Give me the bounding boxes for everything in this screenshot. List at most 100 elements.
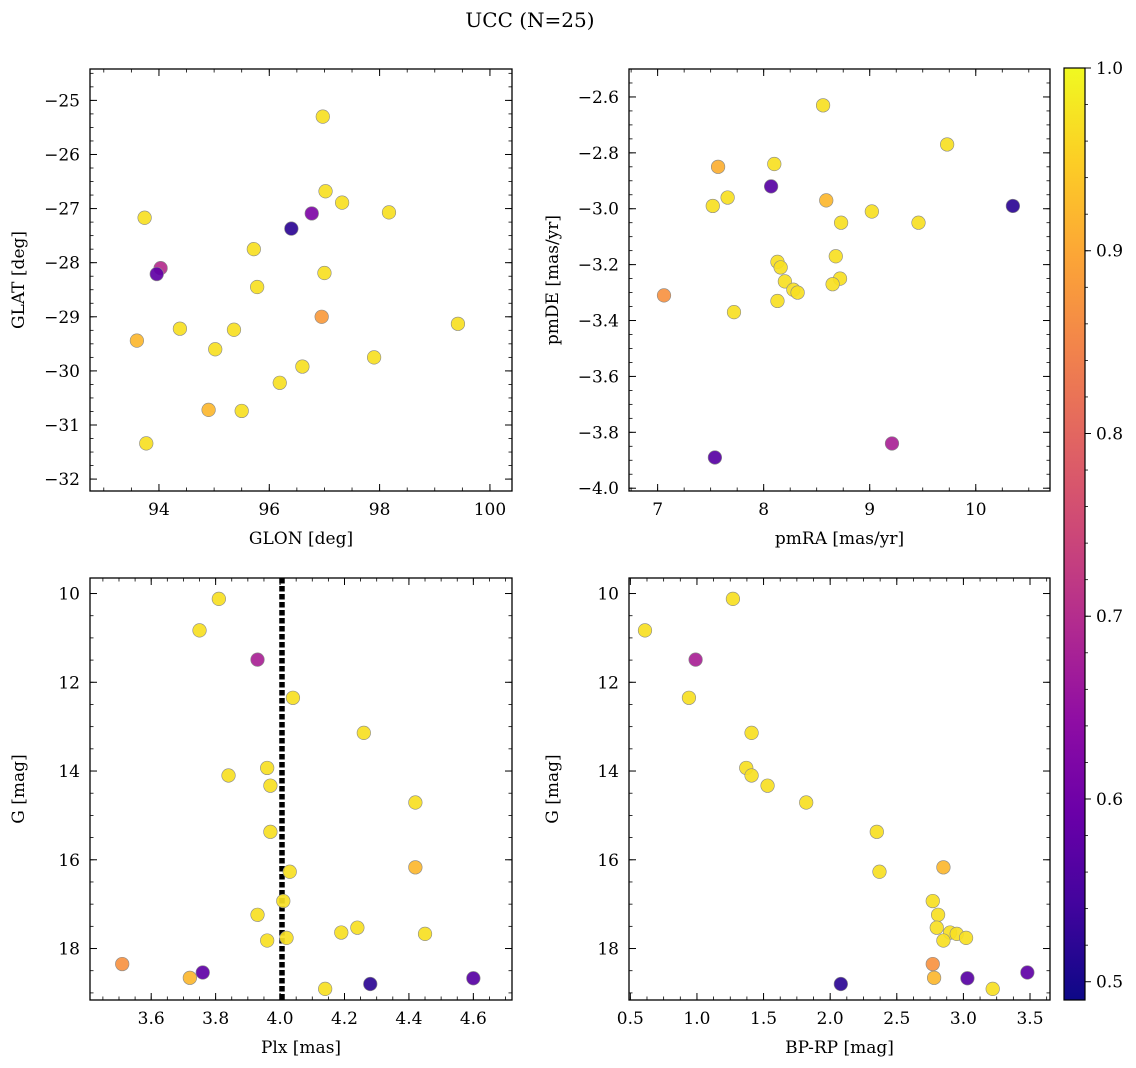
scatter-point [276, 893, 291, 909]
scatter-point [864, 204, 879, 219]
y-tick-label: −26 [44, 145, 80, 165]
scatter-point [246, 242, 261, 257]
x-tick-label: 4.2 [331, 1009, 358, 1029]
y-axis-label: G [mag] [9, 754, 29, 823]
y-tick-label: −3.4 [578, 312, 619, 332]
panel-2: 7 8 9 10 −2.6 −2.8 −3.0 −3.2 −3.4 −3.6 −3.8 −4.0 pmR… [543, 68, 1051, 549]
colorbar-tick-label: 0.7 [1096, 607, 1123, 627]
scatter-point [139, 436, 154, 451]
scatter-point [260, 760, 275, 776]
scatter-point [929, 920, 944, 935]
figure-title: UCC (N=25) [465, 8, 594, 32]
y-tick-label: 12 [597, 673, 619, 693]
scatter-point [726, 305, 742, 320]
scatter-point [263, 778, 278, 793]
scatter-point [1005, 198, 1020, 214]
scatter-point [195, 965, 210, 980]
scatter-point [211, 591, 226, 606]
x-tick-label: 3.0 [950, 1009, 977, 1029]
scatter-point [833, 976, 848, 992]
scatter-point [637, 623, 653, 638]
scatter-point [137, 210, 152, 225]
scatter-point [930, 907, 946, 922]
x-tick-label: 2.0 [817, 1009, 844, 1029]
scatter-point [226, 322, 242, 337]
scatter-point [960, 971, 975, 986]
scatter-point [681, 690, 697, 705]
colorbar-tick-label: 1.0 [1096, 59, 1123, 79]
y-tick-label: −27 [44, 200, 80, 220]
x-tick-label: 1.5 [750, 1009, 777, 1029]
scatter-point [777, 274, 792, 289]
scatter-point [260, 933, 275, 948]
scatter-point [317, 265, 332, 281]
y-tick-label: −32 [44, 470, 80, 490]
scatter-point [872, 864, 887, 879]
x-tick-label: 2.5 [883, 1009, 910, 1029]
scatter-point [129, 333, 144, 348]
scatter-point [884, 436, 900, 451]
x-tick-label: 3.5 [1016, 1009, 1043, 1029]
x-tick-label: 0.5 [617, 1009, 644, 1029]
y-tick-label: 16 [597, 851, 619, 871]
scatter-point [318, 184, 333, 199]
scatter-point [466, 971, 481, 986]
y-tick-label: −29 [44, 308, 80, 328]
scatter-point [725, 591, 741, 606]
scatter-point [985, 981, 1000, 997]
scatter-point [279, 930, 294, 945]
scatter-point [767, 156, 782, 172]
scatter-point [926, 970, 942, 985]
x-tick-label: 96 [258, 500, 280, 520]
scatter-point [450, 316, 466, 331]
scatter-point [408, 860, 423, 875]
colorbar-tick-label: 0.5 [1096, 973, 1123, 993]
scatter-point [295, 359, 310, 374]
scatter-point [318, 981, 333, 997]
x-tick-label: 100 [474, 500, 506, 520]
scatter-point [707, 450, 722, 465]
scatter-point [234, 403, 249, 419]
scatter-point [958, 930, 974, 945]
x-tick-label: 10 [965, 500, 987, 520]
x-tick-label: 4.0 [267, 1009, 294, 1029]
scatter-point [366, 350, 382, 365]
panel-1: 94 96 98 100 −25 −26 −27 −28 −29 −30 −31 −32 GLON [d… [9, 68, 513, 549]
y-tick-label: −3.2 [578, 256, 619, 276]
y-tick-label: −2.8 [578, 144, 619, 164]
panel-4: 0.5 1.0 1.5 2.0 2.5 3.0 3.5 10 12 14 16 18 BP-RP [ma… [543, 577, 1051, 1058]
colorbar-tick-label: 0.8 [1096, 424, 1123, 444]
scatter-point [940, 137, 955, 152]
scatter-point [770, 293, 785, 309]
scatter-point [911, 215, 926, 230]
scatter-point [417, 926, 433, 941]
y-tick-label: 16 [58, 851, 80, 871]
scatter-point [221, 768, 236, 783]
colorbar: 0.5 0.6 0.7 0.8 0.9 1.0 [1063, 59, 1123, 1001]
y-tick-label: −25 [44, 91, 80, 111]
axes-frame [628, 577, 1051, 1001]
scatter-point [744, 768, 759, 783]
y-tick-label: 10 [597, 585, 619, 605]
x-axis-label: BP-RP [mag] [785, 1038, 894, 1058]
y-axis-label: pmDE [mas/yr] [543, 215, 563, 345]
y-tick-label: 12 [58, 673, 80, 693]
x-axis-label: pmRA [mas/yr] [775, 529, 904, 549]
y-axis-label: GLAT [deg] [9, 231, 29, 329]
y-tick-label: 14 [58, 762, 80, 782]
scatter-point [936, 933, 951, 948]
scatter-point [363, 976, 378, 992]
y-tick-label: −30 [44, 362, 80, 382]
scatter-point [688, 652, 703, 667]
scatter-point [790, 285, 805, 300]
y-tick-label: 14 [597, 762, 619, 782]
scatter-point [936, 860, 951, 875]
scatter-point [208, 342, 223, 357]
colorbar-tick-label: 0.9 [1096, 242, 1123, 262]
scatter-point [828, 249, 843, 264]
scatter-point [656, 288, 672, 303]
scatter-point [172, 321, 188, 336]
colorbar-gradient [1063, 67, 1086, 1001]
